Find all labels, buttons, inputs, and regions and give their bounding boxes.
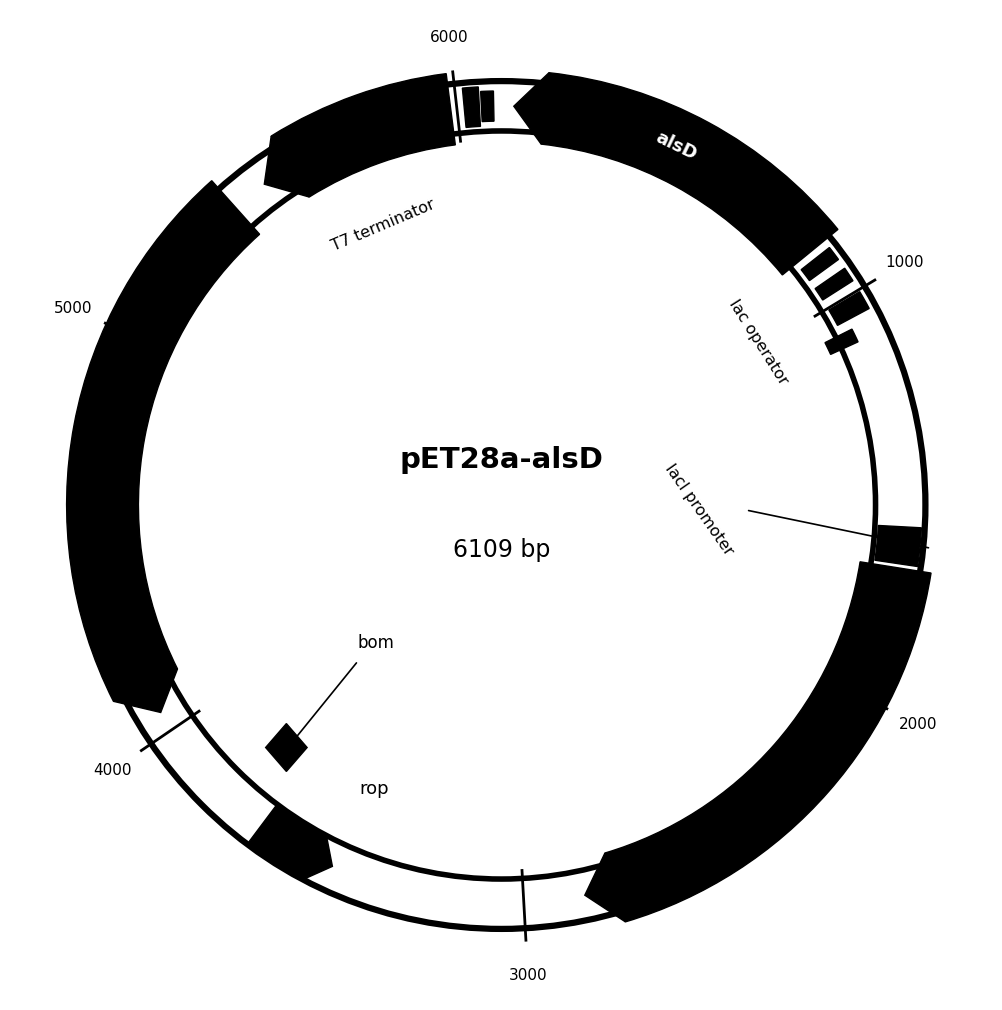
Polygon shape [302, 834, 332, 880]
Polygon shape [113, 669, 177, 712]
Text: rop: rop [360, 781, 389, 798]
Text: 6109 bp: 6109 bp [452, 538, 550, 562]
Wedge shape [874, 525, 921, 567]
Wedge shape [462, 87, 480, 127]
Wedge shape [246, 804, 326, 880]
Text: lac operator: lac operator [725, 297, 791, 388]
Wedge shape [801, 247, 838, 281]
Wedge shape [828, 292, 869, 325]
Text: alsD: alsD [651, 128, 698, 164]
Wedge shape [480, 91, 494, 121]
Text: 5000: 5000 [54, 301, 93, 316]
Wedge shape [815, 269, 852, 300]
Text: lacI promoter: lacI promoter [661, 462, 735, 559]
Text: T7 terminator: T7 terminator [329, 196, 437, 254]
Wedge shape [66, 181, 260, 701]
Wedge shape [825, 329, 857, 355]
Polygon shape [513, 73, 548, 144]
Text: bom: bom [358, 634, 394, 651]
Text: pET28a-alsD: pET28a-alsD [399, 446, 603, 474]
Text: 2000: 2000 [898, 717, 936, 732]
Text: 4000: 4000 [93, 763, 131, 778]
Wedge shape [271, 74, 455, 197]
Wedge shape [604, 562, 930, 922]
Text: 3000: 3000 [508, 968, 547, 983]
Wedge shape [541, 73, 837, 275]
Polygon shape [266, 723, 307, 772]
Polygon shape [265, 136, 309, 197]
Text: 1000: 1000 [885, 255, 923, 270]
Polygon shape [584, 853, 625, 922]
Text: 6000: 6000 [429, 29, 468, 44]
